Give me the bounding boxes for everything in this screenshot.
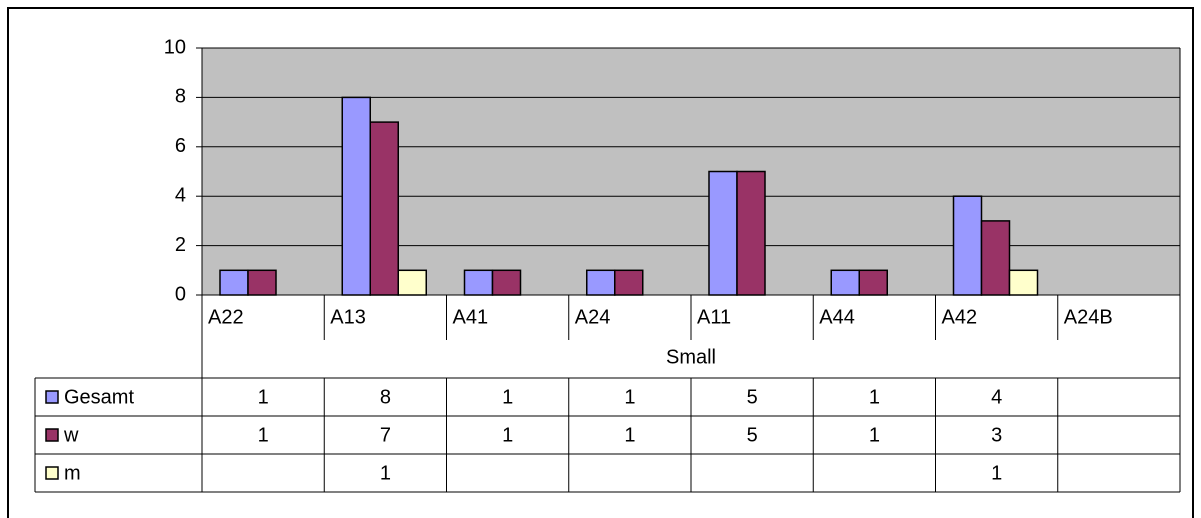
group-label: Small <box>666 346 716 368</box>
table-cell: 1 <box>502 424 513 446</box>
x-tick-label: A11 <box>697 306 731 328</box>
x-tick-label: A13 <box>330 306 366 328</box>
legend-swatch <box>45 466 59 480</box>
bar <box>830 269 860 296</box>
bar <box>341 96 371 296</box>
x-tick-label: A44 <box>819 306 855 328</box>
table-cell: 1 <box>380 462 391 484</box>
bar <box>980 220 1011 296</box>
bar <box>397 269 427 296</box>
table-cell: 1 <box>624 386 635 408</box>
y-tick-label: 10 <box>164 36 186 58</box>
table-cell: 1 <box>624 424 635 446</box>
y-tick-label: 0 <box>175 283 186 305</box>
bar <box>369 121 399 296</box>
bar <box>463 269 494 296</box>
table-cell: 1 <box>258 386 269 408</box>
bar <box>1008 269 1039 296</box>
table-cell: 5 <box>747 386 758 408</box>
table-cell: 1 <box>502 386 513 408</box>
bar <box>247 269 277 296</box>
table-cell: 7 <box>380 424 391 446</box>
bar <box>736 170 766 296</box>
y-tick-label: 2 <box>175 234 186 256</box>
y-tick-label: 6 <box>175 135 186 157</box>
y-tick-label: 4 <box>175 184 186 206</box>
table-cell: 1 <box>869 386 880 408</box>
bar <box>219 269 249 296</box>
table-cell: 5 <box>747 424 758 446</box>
x-tick-label: A42 <box>942 306 978 328</box>
legend-label: Gesamt <box>64 386 134 408</box>
x-tick-label: A24B <box>1064 306 1113 328</box>
legend-label: w <box>63 424 79 446</box>
table-cell: 1 <box>869 424 880 446</box>
bar <box>614 269 644 296</box>
bar <box>586 269 616 296</box>
bar <box>708 170 738 296</box>
bar <box>858 269 888 296</box>
table-cell: 3 <box>991 424 1002 446</box>
legend-swatch <box>45 390 59 404</box>
table-cell: 8 <box>380 386 391 408</box>
bar <box>952 195 983 296</box>
bar <box>491 269 522 296</box>
table-cell: 1 <box>991 462 1002 484</box>
x-tick-label: A22 <box>208 306 244 328</box>
legend-swatch <box>45 428 59 442</box>
table-cell: 1 <box>258 424 269 446</box>
legend-label: m <box>64 462 81 484</box>
x-tick-label: A24 <box>575 306 611 328</box>
y-tick-label: 8 <box>175 86 186 108</box>
x-tick-label: A41 <box>453 306 489 328</box>
table-cell: 4 <box>991 386 1002 408</box>
